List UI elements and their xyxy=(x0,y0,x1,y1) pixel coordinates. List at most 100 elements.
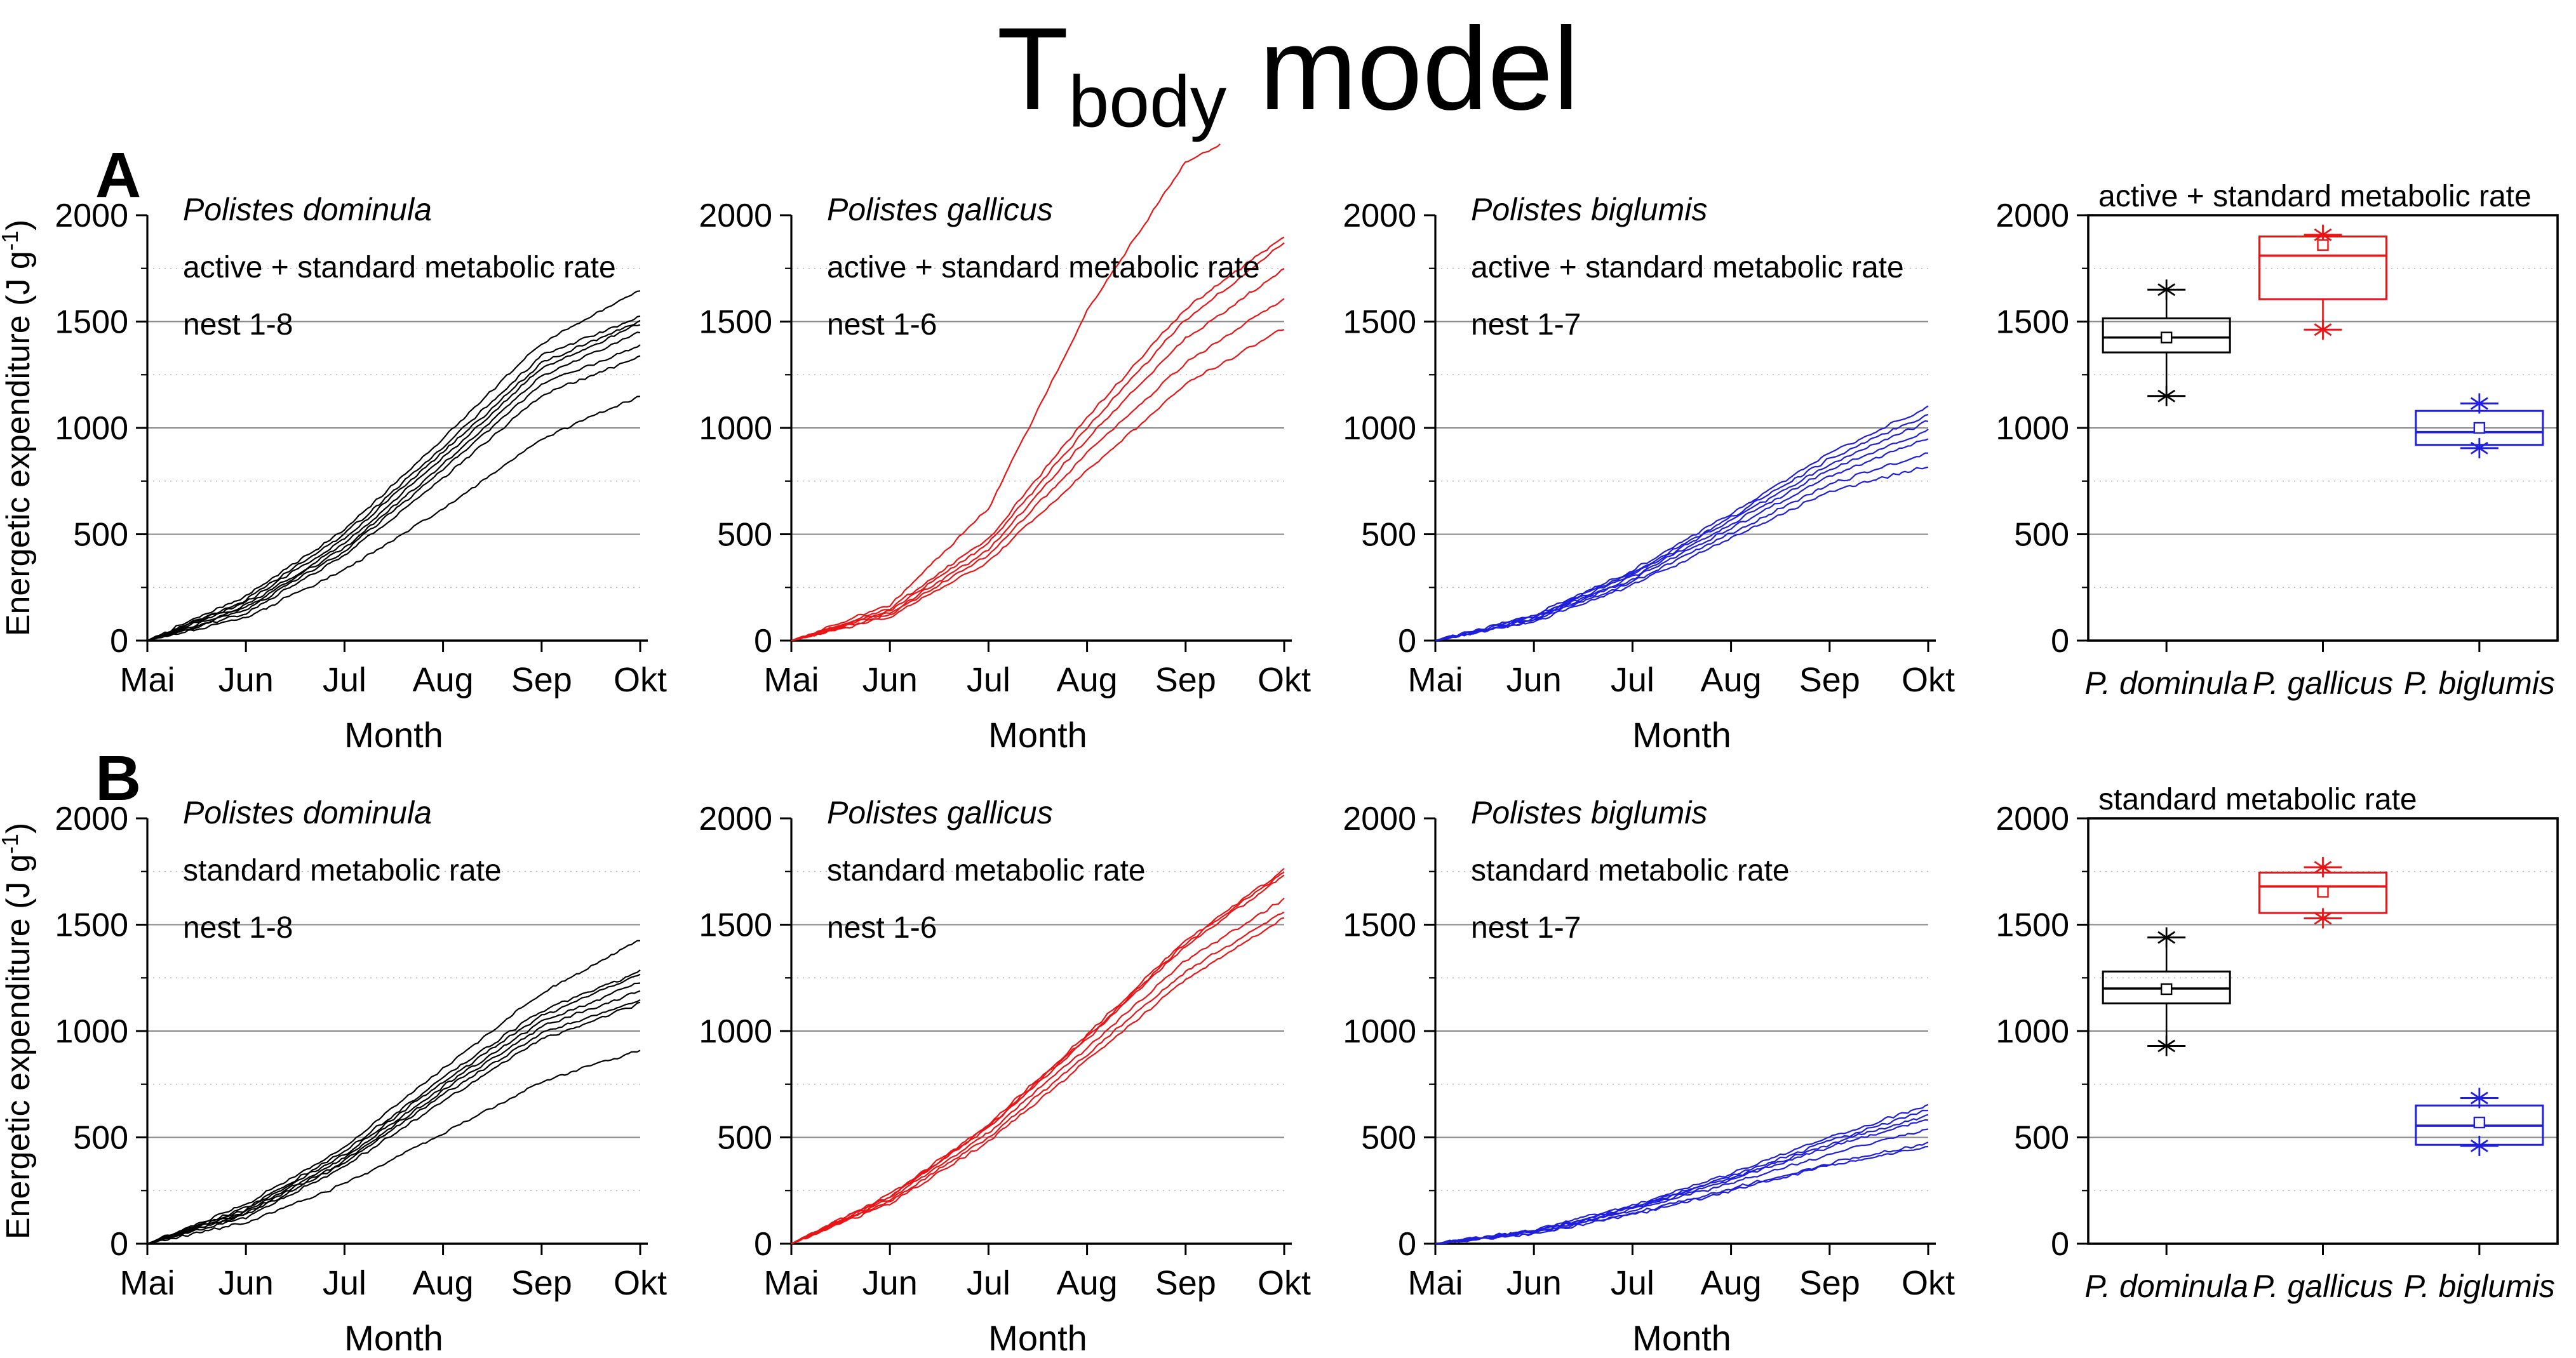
y-tick-label: 1500 xyxy=(1343,907,1416,944)
chart-B3-biglumis: 0 500 1000 1500 2000 Mai Jun Jul Aug Sep Okt Month P… xyxy=(1343,795,1955,1358)
series-line-biglumis xyxy=(1435,466,1929,642)
y-tick-label: 1500 xyxy=(699,907,772,944)
series-line-biglumis xyxy=(1435,420,1929,642)
rate-label: active + standard metabolic rate xyxy=(1471,251,1904,284)
panel-A4-boxplot: 0 500 1000 1500 2000 active + standard metabo… xyxy=(1932,142,2576,745)
star-marker xyxy=(2314,861,2332,874)
y-tick-label: 2000 xyxy=(699,197,772,234)
y-tick-label: 1000 xyxy=(1343,410,1416,447)
mean-marker xyxy=(2473,422,2486,434)
y-axis-title-main: Energetic expenditure (J g xyxy=(0,854,37,1239)
box-biglumis xyxy=(2415,409,2544,446)
x-tick-label: Mai xyxy=(1407,1264,1463,1302)
rate-label: standard metabolic rate xyxy=(827,854,1146,888)
series-line-dominula xyxy=(147,990,641,1245)
series-line-dominula xyxy=(147,940,640,1245)
panel-A2-gallicus: 0 500 1000 1500 2000 Mai Jun Jul Aug Sep Okt Month P… xyxy=(644,142,1311,755)
y-tick-label: 1000 xyxy=(1343,1013,1416,1050)
figure-root: Tbody model 0 500 1000 1500 2000 Mai Jun Jul Aug… xyxy=(0,4,2576,1358)
series-line-dominula xyxy=(147,331,641,642)
x-tick-label: Sep xyxy=(1799,1264,1860,1302)
star-marker xyxy=(2157,389,2176,403)
nest-label: nest 1-7 xyxy=(1471,911,1581,945)
y-tick-label: 1500 xyxy=(55,304,128,341)
star-marker xyxy=(2470,1139,2488,1152)
chart-A1-dominula: 0 500 1000 1500 2000 Mai Jun Jul Aug Sep Okt Month P… xyxy=(0,140,667,755)
box-dominula xyxy=(2102,317,2231,354)
y-tick-label: 2000 xyxy=(1996,801,2069,837)
series-line-dominula xyxy=(147,324,641,642)
category-label: P. gallicus xyxy=(2253,665,2393,701)
title-suffix: model xyxy=(1226,4,1580,135)
mean-marker xyxy=(2473,1116,2486,1129)
series-line-gallicus xyxy=(791,298,1285,642)
x-tick-label: Okt xyxy=(1258,1264,1311,1302)
x-axis-title: Month xyxy=(1632,715,1731,755)
star-marker xyxy=(2314,228,2332,241)
series-line-biglumis xyxy=(1435,1142,1929,1245)
panel-A1-dominula: 0 500 1000 1500 2000 Mai Jun Jul Aug Sep Okt Month P… xyxy=(0,140,667,755)
chart-B1-dominula: 0 500 1000 1500 2000 Mai Jun Jul Aug Sep Okt Month P… xyxy=(0,743,667,1358)
x-tick-label: Jul xyxy=(1611,1264,1654,1302)
x-tick-label: Jul xyxy=(323,1264,366,1302)
y-axis-title: Energetic expenditure (J g-1) xyxy=(0,823,37,1239)
box-title: active + standard metabolic rate xyxy=(2098,180,2532,213)
y-tick-label: 2000 xyxy=(55,801,128,837)
x-tick-label: Sep xyxy=(1155,1264,1216,1302)
y-tick-label: 0 xyxy=(754,623,772,660)
species-title: Polistes biglumis xyxy=(1471,192,1707,227)
series-line-dominula xyxy=(147,973,641,1245)
x-tick-label: Jun xyxy=(218,661,274,699)
series-line-gallicus xyxy=(791,236,1285,642)
series-line-gallicus xyxy=(791,329,1285,642)
x-tick-label: Jun xyxy=(862,661,918,699)
category-label: P. gallicus xyxy=(2253,1268,2393,1304)
y-tick-label: 1000 xyxy=(1996,410,2069,447)
y-axis-title-close: ) xyxy=(0,220,37,230)
title-subscript: body xyxy=(1068,61,1227,143)
series-line-biglumis xyxy=(1435,413,1929,642)
category-label: P. dominula xyxy=(2084,665,2248,701)
mean-marker xyxy=(2160,983,2173,995)
y-tick-label: 1000 xyxy=(699,1013,772,1050)
panel-B3-biglumis: 0 500 1000 1500 2000 Mai Jun Jul Aug Sep Okt Month P… xyxy=(1288,745,1955,1358)
y-axis-title-main: Energetic expenditure (J g xyxy=(0,251,37,636)
x-tick-label: Aug xyxy=(1701,1264,1762,1302)
series-line-biglumis xyxy=(1435,438,1929,642)
x-axis-title: Month xyxy=(1632,1318,1731,1358)
star-marker xyxy=(2314,323,2332,336)
series-line-dominula xyxy=(147,319,641,642)
x-tick-label: Jun xyxy=(1506,1264,1562,1302)
series-line-dominula xyxy=(147,1049,641,1245)
x-tick-label: Okt xyxy=(614,1264,667,1302)
species-title: Polistes dominula xyxy=(183,795,432,830)
x-tick-label: Okt xyxy=(1902,1264,1955,1302)
y-tick-label: 1000 xyxy=(699,410,772,447)
x-tick-label: Jul xyxy=(323,661,366,699)
nest-label: nest 1-8 xyxy=(183,308,293,342)
star-marker xyxy=(2314,912,2332,925)
panel-A3-biglumis: 0 500 1000 1500 2000 Mai Jun Jul Aug Sep Okt Month P… xyxy=(1288,142,1955,755)
x-tick-label: Aug xyxy=(1057,661,1118,699)
x-axis-title: Month xyxy=(988,715,1087,755)
x-tick-label: Mai xyxy=(119,1264,175,1302)
x-tick-label: Mai xyxy=(119,661,175,699)
series-line-biglumis xyxy=(1435,1119,1929,1245)
rate-label: standard metabolic rate xyxy=(1471,854,1790,888)
star-marker xyxy=(2157,931,2176,944)
x-tick-label: Okt xyxy=(1258,661,1311,699)
nest-label: nest 1-7 xyxy=(1471,308,1581,342)
category-label: P. biglumis xyxy=(2404,665,2555,701)
x-axis-title: Month xyxy=(344,1318,443,1358)
x-tick-label: Aug xyxy=(413,661,474,699)
category-label: P. dominula xyxy=(2084,1268,2248,1304)
y-tick-label: 0 xyxy=(754,1226,772,1263)
series-line-gallicus xyxy=(791,911,1285,1245)
x-tick-label: Jun xyxy=(218,1264,274,1302)
y-tick-label: 0 xyxy=(110,1226,128,1263)
x-tick-label: Sep xyxy=(511,661,572,699)
series-line-gallicus xyxy=(791,874,1285,1244)
y-tick-label: 1500 xyxy=(699,304,772,341)
series-line-biglumis xyxy=(1435,405,1929,642)
y-tick-label: 2000 xyxy=(1996,197,2069,234)
